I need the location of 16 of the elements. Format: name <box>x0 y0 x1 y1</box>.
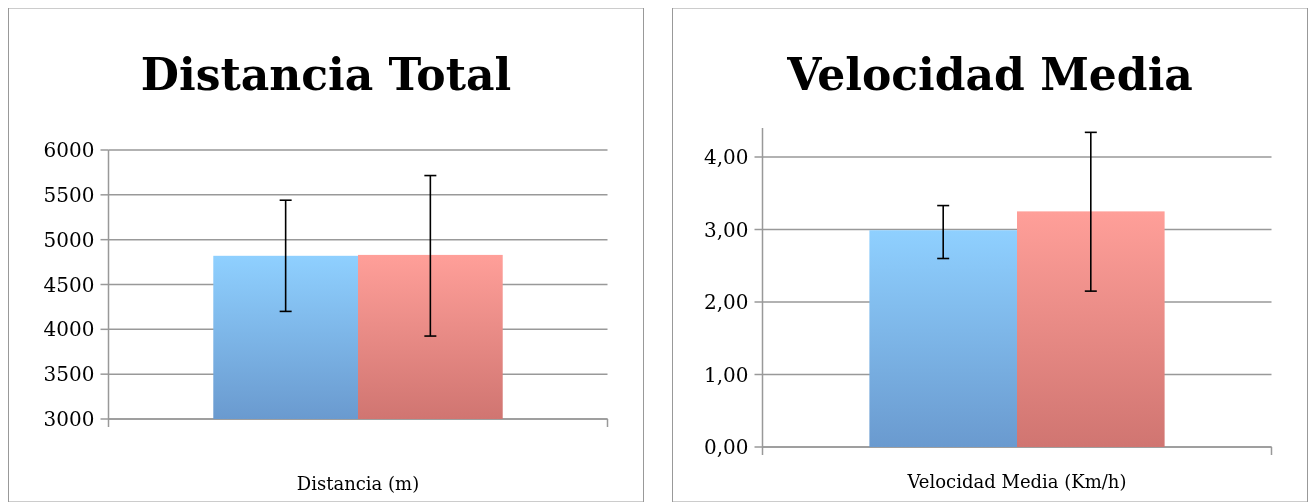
y-tick-label: 6000 <box>43 138 95 162</box>
chart-title: Velocidad Media <box>786 49 1193 100</box>
y-tick-label: 5500 <box>43 182 95 207</box>
y-tick-label: 4000 <box>43 317 95 342</box>
y-tick-label: 0,00 <box>703 435 749 459</box>
y-tick-label: 5000 <box>43 227 95 252</box>
x-axis-title: Distancia (m) <box>296 473 420 494</box>
x-axis-title: Velocidad Media (Km/h) <box>906 471 1127 492</box>
y-tick-label: 4,00 <box>703 145 749 169</box>
y-tick-label: 1,00 <box>703 362 749 387</box>
y-tick-label: 4500 <box>43 272 95 297</box>
y-tick-label: 2,00 <box>703 290 749 314</box>
chart-title: Distancia Total <box>140 49 512 100</box>
y-tick-label: 3500 <box>43 362 95 387</box>
y-tick-label: 3000 <box>43 407 95 431</box>
y-tick-label: 3,00 <box>703 217 749 242</box>
